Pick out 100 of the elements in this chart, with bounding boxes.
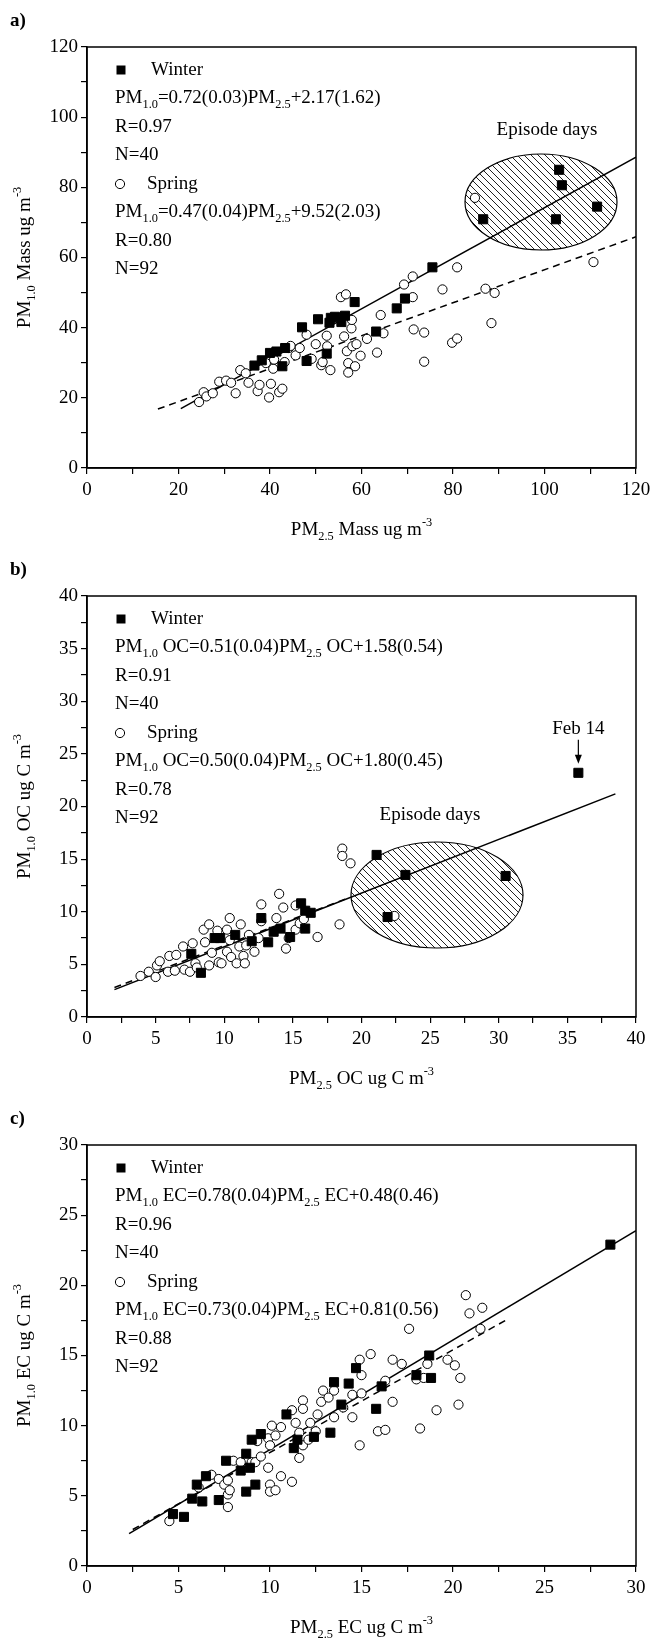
point (337, 850, 348, 862)
point (478, 214, 489, 225)
y-tick-label: 15 (59, 847, 78, 869)
x-tick-label: 0 (82, 1576, 92, 1598)
y-tick-label: 5 (68, 1483, 78, 1505)
point (308, 1431, 319, 1442)
legend-label: Spring (147, 1269, 199, 1291)
x-tick-label: 5 (150, 1027, 161, 1049)
point (255, 1429, 266, 1440)
point (556, 180, 567, 191)
x-tick-label: 0 (82, 478, 92, 500)
annotation: N=92 (115, 1355, 159, 1377)
x-tick-label: 80 (443, 478, 463, 500)
x-tick-label: 100 (530, 478, 559, 500)
x-tick-label: 15 (283, 1027, 303, 1049)
point (204, 960, 215, 971)
point (301, 355, 312, 367)
point (280, 943, 292, 954)
point (187, 1493, 198, 1504)
point (154, 956, 165, 967)
annotation: N=92 (115, 806, 159, 828)
y-tick-label: 25 (59, 741, 78, 763)
point (199, 937, 211, 948)
x-tick-label: 20 (352, 1027, 371, 1049)
annotation: N=92 (115, 257, 159, 279)
x-tick-label: 20 (443, 1576, 463, 1598)
point (382, 911, 393, 923)
point (313, 314, 324, 325)
point (329, 1377, 340, 1388)
y-axis-title: PM1.0 OC ug C m-3 (9, 733, 38, 880)
chart-title: b) (10, 557, 27, 580)
point (239, 958, 250, 969)
point (297, 322, 308, 333)
point (215, 933, 226, 944)
chart-title: c) (10, 1106, 25, 1129)
point (150, 971, 161, 983)
point (573, 767, 584, 778)
point (350, 1363, 362, 1374)
point (171, 949, 182, 960)
x-tick-label: 35 (557, 1027, 577, 1049)
y-tick-label: 35 (59, 636, 78, 658)
point (200, 1471, 211, 1482)
point (197, 1496, 208, 1507)
point (281, 1409, 292, 1420)
y-tick-label: 10 (59, 1413, 78, 1435)
point (184, 966, 196, 977)
point (554, 164, 565, 175)
y-tick-label: 60 (59, 245, 78, 267)
point (345, 858, 356, 869)
annotation: R=0.97 (115, 114, 172, 136)
point (235, 1465, 246, 1476)
point (424, 1350, 435, 1361)
point (178, 1511, 190, 1522)
x-tick-label: 10 (260, 1576, 280, 1598)
point (169, 965, 180, 976)
y-tick-label: 20 (59, 385, 78, 407)
point (249, 360, 260, 371)
point (221, 1455, 232, 1466)
point (204, 919, 215, 930)
point (275, 923, 286, 934)
y-tick-label: 40 (59, 583, 78, 605)
legend-label: Winter (151, 1155, 204, 1177)
point (376, 1381, 387, 1392)
y-tick-label: 25 (59, 1203, 78, 1225)
point (371, 849, 382, 860)
annotation: N=40 (115, 143, 159, 165)
point (340, 310, 351, 321)
point (186, 948, 197, 959)
chart-title: a) (10, 8, 26, 31)
annotation: N=40 (115, 692, 159, 714)
point (371, 326, 382, 337)
point (249, 946, 260, 957)
point (167, 1509, 179, 1520)
point (312, 931, 323, 943)
annotation: Feb 14 (552, 716, 605, 738)
point (371, 1403, 382, 1414)
y-tick-label: 120 (49, 34, 78, 56)
point (256, 899, 267, 910)
point (605, 1239, 616, 1250)
y-tick-label: 20 (59, 1273, 78, 1295)
y-tick-label: 30 (59, 689, 78, 711)
annotation: R=0.80 (115, 228, 172, 250)
point (271, 912, 282, 924)
point (271, 346, 282, 357)
point (334, 919, 345, 930)
point (256, 355, 267, 366)
legend-label: Spring (147, 171, 199, 193)
x-tick-label: 10 (214, 1027, 234, 1049)
point (195, 967, 206, 978)
x-tick-label: 15 (352, 1576, 371, 1598)
point (343, 1378, 354, 1389)
point (349, 297, 360, 308)
point (321, 348, 332, 359)
point (143, 966, 154, 977)
point (241, 1486, 252, 1497)
y-tick-label: 80 (59, 175, 78, 197)
point (246, 936, 257, 947)
y-tick-label: 0 (68, 455, 78, 477)
point (244, 1462, 255, 1473)
point (400, 869, 411, 880)
